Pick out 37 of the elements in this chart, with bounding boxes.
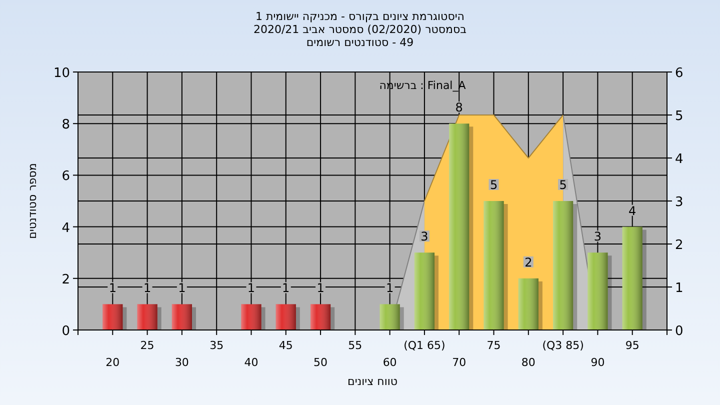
x-tick-label: 60: [382, 356, 397, 369]
y-tick-label: 2: [62, 272, 70, 288]
y2-tick-label: 1: [675, 281, 684, 296]
x-tick-label: 30: [174, 356, 189, 369]
y2-tick-label: 2: [675, 238, 684, 253]
data-label: 5: [559, 178, 567, 192]
x-tick-label: 20: [106, 356, 120, 369]
x-tick-label: 55: [348, 339, 362, 352]
x-tick-label: 90: [590, 356, 605, 369]
data-label: 5: [490, 178, 498, 192]
x-tick-label: 35: [210, 339, 224, 352]
chart-title: היסטוגרמת ציונים בקורס - מכניקה יישומית 1: [256, 10, 464, 23]
x-tick-label: 95: [625, 339, 640, 352]
x-tick-label: 25: [140, 339, 154, 352]
x-axis-title: טווח ציונים: [348, 375, 398, 388]
x-tick-label: 50: [314, 356, 328, 369]
y-tick-label: 10: [53, 66, 70, 81]
x-tick-label: (Q1 65): [404, 339, 446, 352]
y2-tick-label: 0: [675, 324, 684, 339]
y-tick-label: 8: [62, 118, 70, 133]
y-axis-title: מספר סטודנטים: [26, 163, 39, 239]
y2-tick-label: 5: [675, 109, 684, 124]
y2-tick-label: 4: [675, 152, 684, 167]
y-tick-label: 6: [62, 169, 70, 184]
y2-tick-label: 3: [675, 195, 684, 210]
data-label: 3: [420, 230, 428, 244]
x-tick-label: 70: [452, 356, 466, 369]
data-label: 3: [594, 230, 602, 244]
y-tick-label: 4: [62, 220, 70, 236]
x-tick-label: (Q3 85): [542, 339, 584, 352]
x-tick-label: 75: [486, 339, 501, 352]
y-tick-label: 0: [62, 324, 70, 339]
chart-subtitle: בסמסטר (02/2020) סמסטר אביב 2020/21 49 - סטודנטים רשומים: [253, 23, 467, 49]
x-tick-label: 80: [521, 356, 536, 369]
y2-tick-label: 6: [675, 66, 684, 81]
x-tick-label: 45: [278, 339, 293, 352]
x-tick-label: 40: [244, 356, 258, 369]
